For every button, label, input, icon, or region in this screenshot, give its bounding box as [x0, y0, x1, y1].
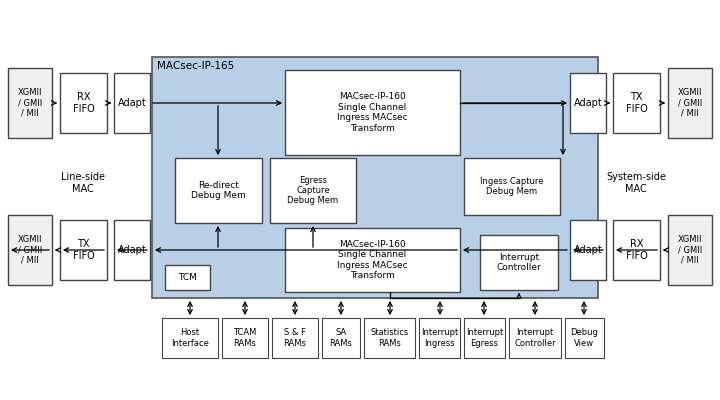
- Text: Adapt: Adapt: [574, 98, 603, 108]
- Text: Re-direct
Debug Mem: Re-direct Debug Mem: [191, 181, 246, 200]
- Bar: [509, 318, 561, 358]
- Text: RX
FIFO: RX FIFO: [73, 92, 94, 114]
- Text: MACsec-IP-160
Single Channel
Ingress MACsec
Transform: MACsec-IP-160 Single Channel Ingress MAC…: [337, 240, 408, 280]
- Text: MACsec-IP-160
Single Channel
Ingress MACsec
Transform: MACsec-IP-160 Single Channel Ingress MAC…: [337, 92, 408, 133]
- Bar: [272, 318, 318, 358]
- Bar: [419, 318, 460, 358]
- Bar: [613, 220, 660, 280]
- Bar: [114, 220, 150, 280]
- Bar: [152, 57, 598, 298]
- Text: Debug
View: Debug View: [570, 328, 598, 348]
- Bar: [8, 68, 52, 138]
- Bar: [668, 215, 712, 285]
- Bar: [60, 220, 107, 280]
- Bar: [570, 220, 606, 280]
- Text: Statistics
RAMs: Statistics RAMs: [370, 328, 409, 348]
- Text: Host
Interface: Host Interface: [171, 328, 209, 348]
- Text: Egress
Capture
Debug Mem: Egress Capture Debug Mem: [287, 176, 338, 206]
- Text: Line-side
MAC: Line-side MAC: [61, 172, 105, 194]
- Text: Adapt: Adapt: [574, 245, 603, 255]
- Text: Adapt: Adapt: [117, 98, 146, 108]
- Text: XGMII
/ GMII
/ MII: XGMII / GMII / MII: [18, 235, 42, 265]
- Text: XGMII
/ GMII
/ MII: XGMII / GMII / MII: [18, 88, 42, 118]
- Text: TCAM
RAMs: TCAM RAMs: [233, 328, 257, 348]
- Bar: [364, 318, 415, 358]
- Bar: [162, 318, 218, 358]
- Bar: [60, 73, 107, 133]
- Bar: [285, 70, 460, 155]
- Text: SA
RAMs: SA RAMs: [330, 328, 352, 348]
- Bar: [322, 318, 360, 358]
- Text: TCM: TCM: [178, 273, 197, 282]
- Text: Interrupt
Ingress: Interrupt Ingress: [421, 328, 458, 348]
- Bar: [285, 228, 460, 292]
- Bar: [175, 158, 262, 223]
- Text: XGMII
/ GMII
/ MII: XGMII / GMII / MII: [678, 88, 702, 118]
- Text: XGMII
/ GMII
/ MII: XGMII / GMII / MII: [678, 235, 702, 265]
- Text: S & F
RAMs: S & F RAMs: [284, 328, 307, 348]
- Bar: [464, 318, 505, 358]
- Bar: [668, 68, 712, 138]
- Text: Interrupt
Controller: Interrupt Controller: [514, 328, 556, 348]
- Bar: [222, 318, 268, 358]
- Bar: [565, 318, 604, 358]
- Text: Interrupt
Egress: Interrupt Egress: [466, 328, 503, 348]
- Bar: [480, 235, 558, 290]
- Text: RX
FIFO: RX FIFO: [626, 239, 647, 261]
- Text: MACsec-IP-165: MACsec-IP-165: [157, 61, 234, 71]
- Text: Interrupt
Controller: Interrupt Controller: [497, 253, 541, 272]
- Text: Ingess Capture
Debug Mem: Ingess Capture Debug Mem: [480, 177, 544, 196]
- Bar: [165, 265, 210, 290]
- Text: System-side
MAC: System-side MAC: [606, 172, 666, 194]
- Text: Adapt: Adapt: [117, 245, 146, 255]
- Bar: [613, 73, 660, 133]
- Bar: [464, 158, 560, 215]
- Text: TX
FIFO: TX FIFO: [73, 239, 94, 261]
- Text: TX
FIFO: TX FIFO: [626, 92, 647, 114]
- Bar: [8, 215, 52, 285]
- Bar: [570, 73, 606, 133]
- Bar: [270, 158, 356, 223]
- Bar: [114, 73, 150, 133]
